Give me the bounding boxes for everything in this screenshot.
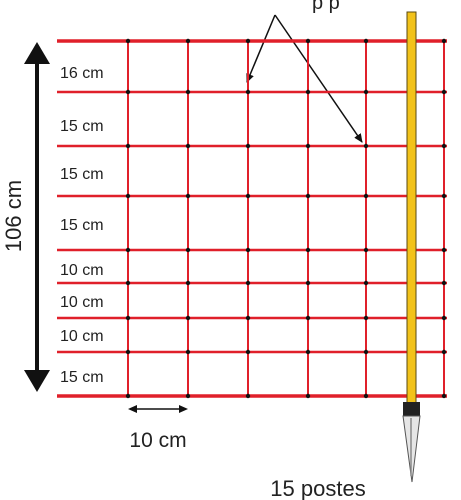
wire-knot <box>185 280 191 286</box>
vertical-spacing-label: 10 cm <box>129 429 186 452</box>
wire-knot <box>363 315 369 321</box>
wire-knot <box>185 143 191 149</box>
wire-knot <box>305 38 311 44</box>
wire-knot <box>363 193 369 199</box>
wire-knot <box>125 247 131 253</box>
wire-knot <box>185 89 191 95</box>
wire-knot <box>363 247 369 253</box>
wire-knot <box>125 38 131 44</box>
spacing-label-5: 10 cm <box>60 262 104 279</box>
wire-knot <box>185 393 191 399</box>
wire-knot <box>363 393 369 399</box>
wire-knot <box>441 193 447 199</box>
fence-post-icon <box>402 11 421 483</box>
posts-label: 15 postes <box>270 476 365 500</box>
wire-knot <box>245 393 251 399</box>
wire-knot <box>125 143 131 149</box>
spacing-labels: 16 cm 15 cm 15 cm 15 cm 10 cm 10 cm 10 c… <box>60 65 104 386</box>
spacing-label-1: 16 cm <box>60 65 104 82</box>
double-arrow-vertical-icon <box>24 42 50 392</box>
wire-knot <box>125 349 131 355</box>
wire-knot <box>185 193 191 199</box>
wire-knot <box>185 247 191 253</box>
wire-knot <box>245 280 251 286</box>
wire-knot <box>245 143 251 149</box>
wire-knot <box>363 143 369 149</box>
wire-knot <box>305 247 311 253</box>
wire-knot <box>185 349 191 355</box>
wire-knot <box>305 280 311 286</box>
wire-knot <box>185 38 191 44</box>
spacing-label-2: 15 cm <box>60 118 104 135</box>
wire-knot <box>125 280 131 286</box>
wire-knot <box>125 89 131 95</box>
wire-knot <box>441 280 447 286</box>
top-caption: p p <box>312 0 340 14</box>
wire-knot <box>441 247 447 253</box>
wire-knot <box>185 315 191 321</box>
wire-knot <box>305 349 311 355</box>
wire-knot <box>441 38 447 44</box>
total-height-label: 106 cm <box>1 180 26 252</box>
wire-knot <box>245 349 251 355</box>
wire-knot <box>363 38 369 44</box>
wire-knot <box>441 143 447 149</box>
wire-knot <box>245 38 251 44</box>
wire-knot <box>245 89 251 95</box>
wire-knot <box>441 393 447 399</box>
spacing-label-7: 10 cm <box>60 328 104 345</box>
wire-knot <box>363 349 369 355</box>
wire-knot <box>245 193 251 199</box>
pointer-line-1 <box>246 14 276 83</box>
wire-knot <box>305 193 311 199</box>
pointer-line-2 <box>274 14 363 143</box>
wire-knot <box>441 315 447 321</box>
spacing-label-3: 15 cm <box>60 166 104 183</box>
spacing-label-8: 15 cm <box>60 369 104 386</box>
wire-knot <box>125 315 131 321</box>
wire-knot <box>125 193 131 199</box>
wire-knot <box>305 89 311 95</box>
double-arrow-horizontal-icon <box>128 405 188 413</box>
spacing-label-6: 10 cm <box>60 294 104 311</box>
wire-knot <box>305 393 311 399</box>
wire-knot <box>363 89 369 95</box>
wire-knot <box>305 315 311 321</box>
wire-knot <box>363 280 369 286</box>
wire-knot <box>305 143 311 149</box>
wire-knot <box>245 315 251 321</box>
wire-knot <box>441 89 447 95</box>
wire-knot <box>125 393 131 399</box>
spacing-label-4: 15 cm <box>60 217 104 234</box>
fence-net <box>57 38 447 399</box>
wire-knot <box>441 349 447 355</box>
wire-knot <box>245 247 251 253</box>
